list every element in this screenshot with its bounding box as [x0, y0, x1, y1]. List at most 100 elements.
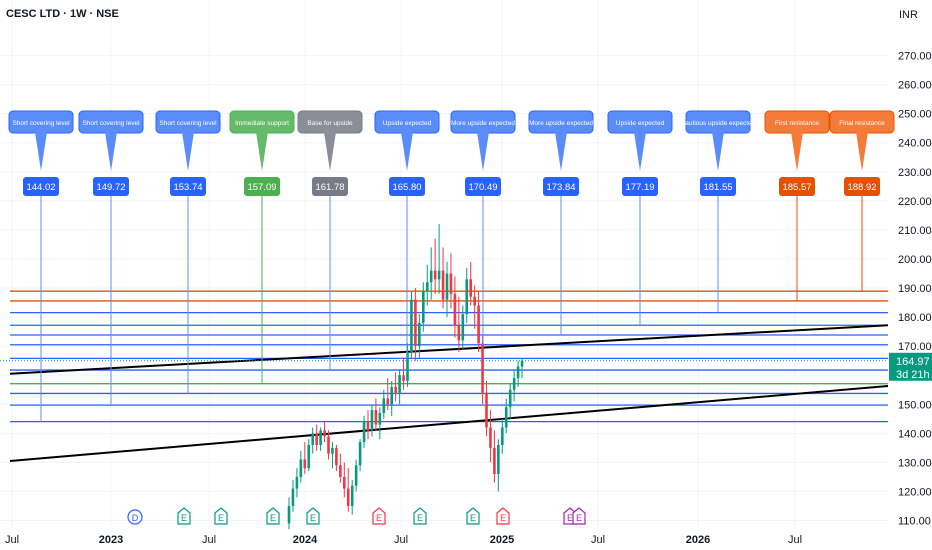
candle[interactable] [382, 389, 386, 419]
earnings-marker[interactable]: E [214, 507, 228, 525]
candle[interactable] [390, 381, 393, 416]
candle-body [501, 427, 504, 445]
candle[interactable] [461, 305, 465, 350]
candle[interactable] [485, 381, 488, 437]
level-callout[interactable]: More upside expected 170.49 [450, 110, 516, 345]
level-callout[interactable]: More upside expected 173.84 [528, 110, 594, 336]
candle[interactable] [303, 442, 307, 475]
level-callout[interactable]: Base for upside 161.78 [297, 110, 363, 371]
candle[interactable] [287, 497, 291, 530]
candle[interactable] [414, 288, 417, 361]
candle[interactable] [437, 224, 441, 294]
level-callout[interactable]: Short covering level 144.02 [8, 110, 74, 422]
level-callout[interactable]: Upside expected 177.19 [607, 110, 673, 326]
candle[interactable] [339, 453, 342, 483]
candle[interactable] [331, 442, 334, 469]
candle[interactable] [497, 439, 500, 492]
candle[interactable] [311, 427, 314, 454]
x-tick-label: 2025 [490, 534, 514, 546]
level-callout[interactable]: Immediate support 157.09 [229, 110, 295, 384]
candle[interactable] [473, 285, 476, 329]
y-tick-label: 220.00 [898, 196, 932, 208]
candle[interactable] [457, 296, 461, 352]
candle-body [382, 398, 386, 414]
candle[interactable] [425, 264, 429, 306]
candle[interactable] [343, 462, 346, 498]
candle-body [335, 447, 338, 466]
candle[interactable] [370, 404, 374, 437]
earnings-marker[interactable]: E [572, 507, 586, 525]
level-callout[interactable]: Short covering level 153.74 [155, 110, 221, 394]
callout-label: Short covering level [159, 120, 217, 127]
candle[interactable] [508, 383, 512, 419]
candle[interactable] [422, 282, 425, 332]
candle[interactable] [346, 468, 350, 512]
earnings-marker[interactable]: E [496, 507, 510, 525]
level-callout[interactable]: First resistance 185.57 [764, 110, 830, 301]
candle[interactable] [418, 314, 421, 358]
candle[interactable] [374, 398, 378, 431]
candle[interactable] [512, 369, 516, 402]
candle[interactable] [504, 398, 508, 434]
x-tick-label: Jul [788, 534, 802, 546]
candle[interactable] [354, 459, 358, 492]
marker-letter: E [376, 513, 382, 523]
candle[interactable] [410, 290, 413, 358]
candle[interactable] [489, 410, 492, 463]
candle[interactable] [327, 430, 330, 460]
candle[interactable] [453, 276, 457, 338]
candle[interactable] [394, 372, 397, 402]
candle[interactable] [350, 479, 354, 515]
marker-letter: E [576, 513, 582, 523]
earnings-marker[interactable]: E [413, 507, 427, 525]
candle[interactable] [398, 369, 401, 405]
candle[interactable] [323, 421, 326, 443]
candle[interactable] [386, 378, 390, 411]
candle[interactable] [362, 415, 366, 448]
candle-body [386, 398, 390, 405]
trendline[interactable] [9, 324, 889, 375]
candle[interactable] [465, 267, 469, 323]
level-callout[interactable]: Short covering level 149.72 [78, 110, 144, 406]
marker-letter: E [181, 513, 187, 523]
level-callout[interactable]: Upside expected 165.80 [374, 110, 440, 359]
level-callout[interactable]: Cautious upside expected 181.55 [681, 110, 756, 313]
candle[interactable] [315, 424, 318, 451]
marker-shape [572, 507, 586, 525]
candle[interactable] [366, 410, 370, 440]
candle[interactable] [516, 360, 520, 387]
candle[interactable] [445, 261, 449, 318]
dividend-marker[interactable]: D [127, 509, 143, 525]
trendline[interactable] [9, 384, 889, 462]
candle[interactable] [291, 479, 295, 512]
candle[interactable] [501, 418, 504, 454]
candle-body [370, 410, 374, 431]
candle[interactable] [378, 407, 382, 440]
candle[interactable] [319, 427, 322, 451]
last-price-value: 164.97 [896, 356, 930, 368]
candle[interactable] [493, 430, 496, 483]
candle[interactable] [295, 468, 299, 498]
candle[interactable] [477, 290, 480, 352]
earnings-marker[interactable]: E [177, 507, 191, 525]
candle[interactable] [299, 450, 303, 483]
y-tick-label: 210.00 [898, 225, 932, 237]
level-callout[interactable]: Final resistance 188.92 [829, 110, 895, 292]
callout-value: 144.02 [26, 182, 55, 193]
candle[interactable] [449, 253, 453, 309]
candle[interactable] [429, 247, 433, 300]
candle[interactable] [335, 444, 338, 472]
marker-circle [127, 509, 143, 525]
candle[interactable] [481, 334, 484, 405]
candle[interactable] [441, 247, 445, 309]
earnings-marker[interactable]: E [372, 507, 386, 525]
earnings-marker[interactable]: E [466, 507, 480, 525]
earnings-marker[interactable]: E [266, 507, 280, 525]
candle[interactable] [307, 439, 311, 472]
candle[interactable] [433, 238, 437, 294]
earnings-marker[interactable]: E [306, 507, 320, 525]
candle[interactable] [402, 357, 405, 390]
candle[interactable] [358, 439, 362, 472]
candle[interactable] [469, 261, 472, 306]
